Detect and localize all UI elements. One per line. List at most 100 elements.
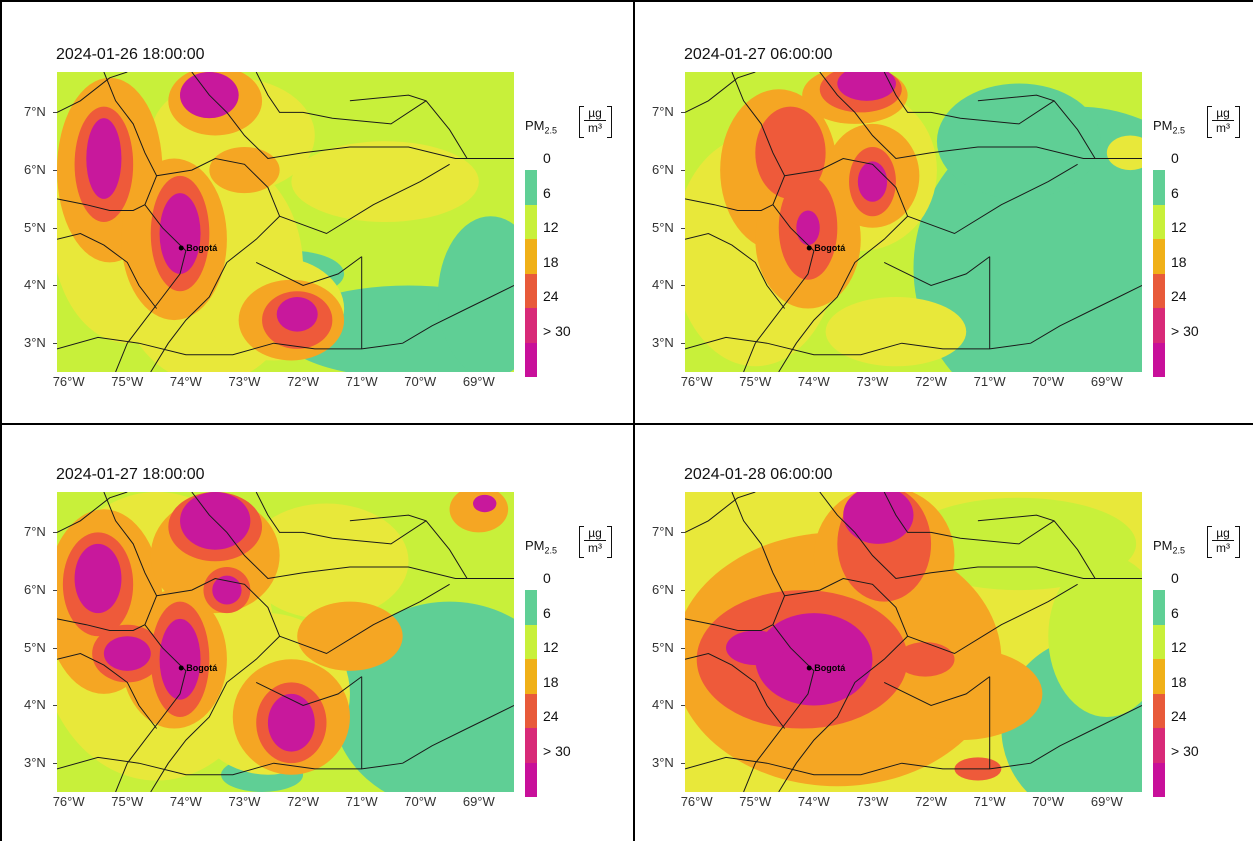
unit-bracket-right bbox=[607, 526, 612, 558]
boundary-line bbox=[685, 198, 774, 211]
pm25-field: Bogotá bbox=[685, 492, 1142, 792]
legend-title-main: PM bbox=[1153, 118, 1173, 133]
y-tick-label: 6°N bbox=[652, 582, 674, 598]
y-tick-label: 3°N bbox=[24, 335, 46, 351]
unit-bracket-right bbox=[607, 106, 612, 138]
y-tick-mark bbox=[53, 285, 57, 287]
boundary-line bbox=[685, 285, 1142, 356]
bogota-label: Bogotá bbox=[814, 243, 846, 253]
boundary-line bbox=[349, 514, 468, 579]
concentration-contour bbox=[936, 83, 1101, 199]
x-tick-label: 70°W bbox=[404, 794, 437, 809]
legend-label: > 30 bbox=[1171, 742, 1199, 759]
legend-title-sub: 2.5 bbox=[1172, 125, 1186, 136]
legend-swatch bbox=[525, 659, 537, 694]
boundary-line bbox=[685, 72, 756, 113]
x-tick-label: 76°W bbox=[680, 374, 713, 389]
concentration-contour bbox=[103, 636, 151, 671]
boundary-line bbox=[685, 618, 774, 631]
legend-swatch bbox=[1153, 728, 1165, 763]
legend-swatch bbox=[1153, 659, 1165, 694]
legend-unit: µg m³ bbox=[584, 527, 606, 554]
unit-bracket-right bbox=[1235, 106, 1240, 138]
x-tick-label: 70°W bbox=[404, 374, 437, 389]
y-tick-mark bbox=[681, 285, 685, 287]
legend-label: 6 bbox=[1171, 604, 1179, 621]
y-tick-mark bbox=[53, 170, 57, 172]
y-tick-mark bbox=[681, 705, 685, 707]
legend-title-sub: 2.5 bbox=[544, 545, 558, 556]
boundary-line bbox=[255, 492, 427, 545]
unit-numerator: µg bbox=[1216, 526, 1230, 540]
x-tick-label: 72°W bbox=[915, 794, 947, 809]
x-tick-label: 74°W bbox=[797, 794, 830, 809]
legend-swatch bbox=[1153, 308, 1165, 343]
y-tick-mark bbox=[53, 590, 57, 592]
unit-bracket-left bbox=[1207, 106, 1212, 138]
boundary-line bbox=[685, 492, 756, 533]
legend-title: PM2.5 bbox=[1153, 118, 1185, 136]
boundary-line bbox=[57, 652, 157, 729]
unit-fraction-bar bbox=[1212, 540, 1234, 541]
x-tick-label: 71°W bbox=[973, 374, 1006, 389]
boundary-line bbox=[57, 285, 514, 356]
x-tick-label: 75°W bbox=[111, 374, 144, 389]
legend-label: > 30 bbox=[543, 322, 571, 339]
boundary-line bbox=[883, 676, 990, 707]
unit-denominator: m³ bbox=[588, 121, 602, 135]
panel-timestamp: 2024-01-27 06:00:00 bbox=[684, 46, 833, 63]
legend-title: PM2.5 bbox=[1153, 538, 1185, 556]
y-tick-label: 7°N bbox=[24, 524, 46, 540]
legend-swatch bbox=[525, 204, 537, 239]
y-tick-mark bbox=[681, 763, 685, 765]
concentration-contour bbox=[1106, 135, 1142, 171]
unit-fraction-bar bbox=[1212, 120, 1234, 121]
boundary-line bbox=[191, 72, 514, 160]
x-tick-label: 74°W bbox=[797, 374, 830, 389]
legend-swatch bbox=[525, 624, 537, 659]
boundary-line bbox=[977, 514, 1096, 579]
panel-timestamp: 2024-01-26 18:00:00 bbox=[56, 46, 205, 63]
concentration-contour bbox=[159, 193, 201, 274]
pm25-map: Bogotá bbox=[57, 492, 514, 792]
legend-unit: µg m³ bbox=[1212, 527, 1234, 554]
unit-denominator: m³ bbox=[1216, 121, 1230, 135]
x-tick-label: 75°W bbox=[739, 374, 772, 389]
bogota-marker bbox=[806, 665, 812, 671]
x-tick-label: 70°W bbox=[1032, 374, 1065, 389]
legend-label: > 30 bbox=[543, 742, 571, 759]
boundary-line bbox=[279, 163, 450, 235]
frame-horizontal-divider bbox=[0, 423, 1253, 425]
legend-label: 18 bbox=[1171, 253, 1187, 270]
concentration-contour bbox=[212, 575, 242, 605]
unit-numerator: µg bbox=[1216, 106, 1230, 120]
boundary-line bbox=[103, 492, 187, 792]
legend-swatch bbox=[1153, 273, 1165, 308]
y-tick-mark bbox=[681, 227, 685, 229]
legend-swatch bbox=[1153, 239, 1165, 274]
x-tick-label: 76°W bbox=[52, 374, 85, 389]
legend-swatch bbox=[1153, 204, 1165, 239]
legend-label: 18 bbox=[543, 673, 559, 690]
boundary-line bbox=[255, 676, 362, 707]
boundary-line bbox=[150, 577, 281, 792]
legend-label: 0 bbox=[543, 150, 551, 166]
boundary-line bbox=[819, 72, 1142, 160]
pm25-field: Bogotá bbox=[57, 492, 514, 792]
legend-swatch bbox=[1153, 624, 1165, 659]
legend-label: 12 bbox=[543, 219, 559, 235]
x-tick-label: 75°W bbox=[739, 794, 772, 809]
legend-label: 24 bbox=[543, 288, 559, 304]
concentration-contour bbox=[837, 72, 896, 101]
concentration-contour bbox=[437, 216, 514, 372]
y-tick-label: 3°N bbox=[652, 755, 674, 771]
boundary-line bbox=[57, 492, 128, 533]
unit-numerator: µg bbox=[588, 106, 602, 120]
map-panel-4: 2024-01-28 06:00:00 Bogotá 7°N 6°N 5°N 4°N 3°N… bbox=[628, 420, 1248, 830]
legend-swatch bbox=[525, 342, 537, 377]
boundary-line bbox=[977, 94, 1096, 159]
bogota-marker bbox=[178, 665, 184, 671]
x-tick-label: 73°W bbox=[228, 374, 261, 389]
pm25-field: Bogotá bbox=[685, 72, 1142, 372]
concentration-contour bbox=[472, 494, 497, 513]
